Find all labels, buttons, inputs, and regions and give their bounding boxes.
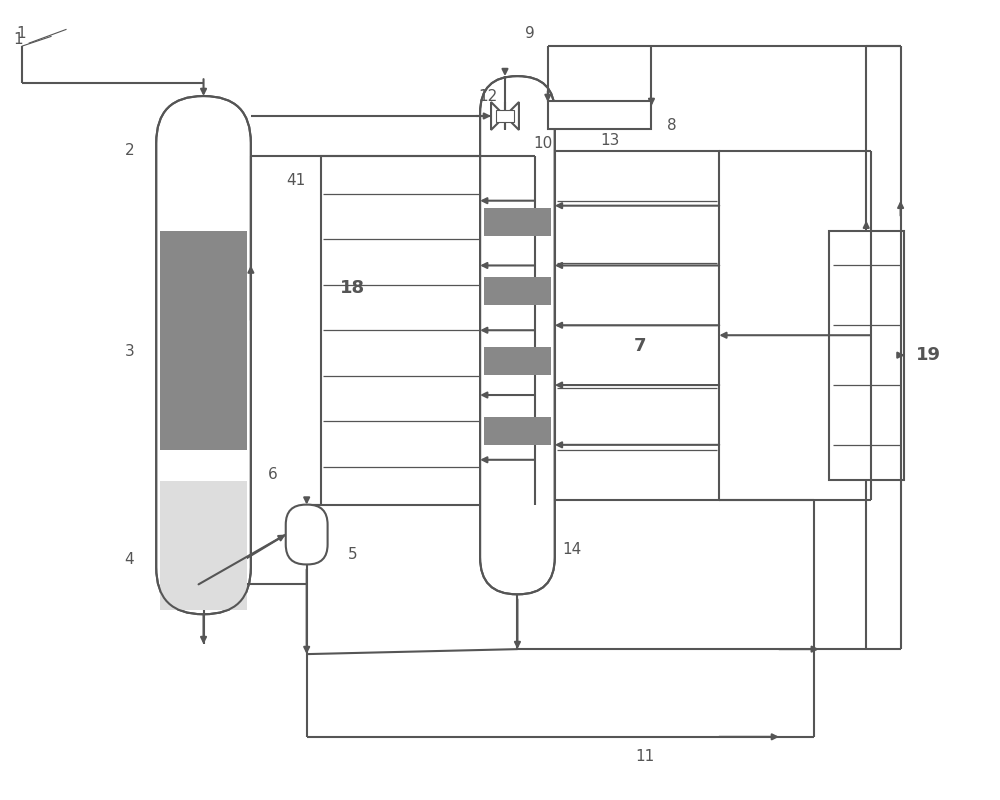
- Text: 1: 1: [17, 26, 26, 41]
- FancyBboxPatch shape: [480, 76, 555, 594]
- Text: 9: 9: [525, 26, 535, 41]
- Polygon shape: [505, 102, 519, 130]
- Bar: [484, 417, 551, 445]
- Text: 18: 18: [340, 279, 365, 298]
- FancyBboxPatch shape: [286, 505, 328, 565]
- Bar: [160, 481, 247, 610]
- Text: 3: 3: [125, 344, 134, 358]
- Bar: [555, 151, 719, 500]
- Text: 19: 19: [916, 346, 941, 364]
- Polygon shape: [491, 102, 505, 130]
- Text: 13: 13: [600, 134, 619, 149]
- Text: 4: 4: [125, 552, 134, 567]
- Bar: [484, 278, 551, 306]
- Bar: [160, 230, 247, 450]
- FancyBboxPatch shape: [156, 96, 251, 614]
- Bar: [484, 208, 551, 235]
- Bar: [321, 156, 535, 505]
- Text: 5: 5: [348, 547, 357, 562]
- Text: 1: 1: [14, 32, 23, 46]
- Text: 14: 14: [563, 542, 582, 557]
- Bar: [548, 101, 651, 129]
- Text: 2: 2: [125, 143, 134, 158]
- Bar: [484, 347, 551, 375]
- Text: 12: 12: [478, 89, 498, 103]
- Text: 41: 41: [286, 174, 305, 188]
- Text: 11: 11: [635, 750, 654, 764]
- Text: 10: 10: [533, 136, 552, 151]
- Text: 8: 8: [667, 118, 676, 134]
- Bar: [829, 230, 904, 480]
- Bar: [496, 110, 514, 122]
- Text: 7: 7: [633, 337, 646, 354]
- Text: 6: 6: [268, 467, 278, 482]
